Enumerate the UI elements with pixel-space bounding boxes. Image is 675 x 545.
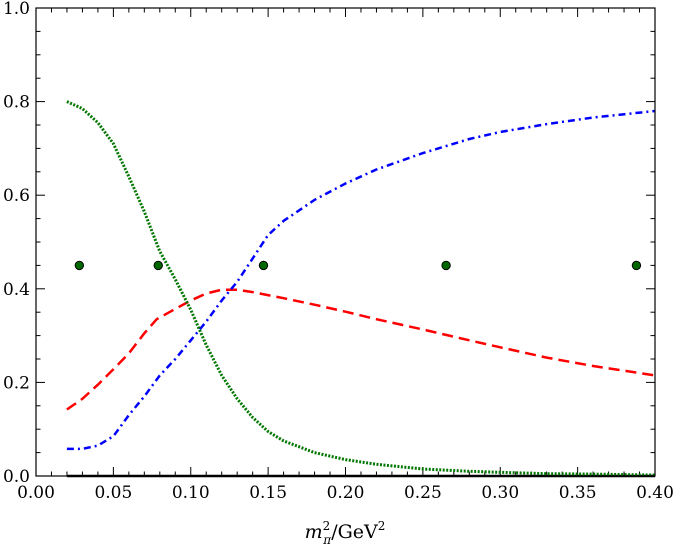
x-axis-label-rest-sup: 2 xyxy=(378,519,386,533)
x-tick-label: 0.05 xyxy=(94,483,132,503)
points-layer xyxy=(74,260,642,271)
data-point xyxy=(441,260,451,271)
x-axis-label-sup: 2 xyxy=(323,519,331,533)
x-tick-label: 0.30 xyxy=(481,483,519,503)
y-tick-label: 0.6 xyxy=(3,186,30,206)
y-tick-label: 1.0 xyxy=(3,0,30,19)
x-axis-label-base: m xyxy=(305,521,323,543)
series-line-dotted xyxy=(66,100,656,477)
x-tick-label: 0.20 xyxy=(327,483,365,503)
y-tick-label: 0.0 xyxy=(3,467,30,487)
y-tick-label: 0.4 xyxy=(3,280,30,300)
x-tick-label: 0.25 xyxy=(404,483,442,503)
x-axis-label-rest: /GeV xyxy=(331,521,378,543)
y-tick-label: 0.2 xyxy=(3,373,30,393)
axis-ticks xyxy=(35,7,656,477)
tick-labels: 0.00 0.05 0.10 0.15 0.20 0.25 0.30 0.35 0.40 0.0 0… xyxy=(3,0,674,503)
x-tick-label: 0.35 xyxy=(559,483,597,503)
series-line-dashed xyxy=(66,288,656,411)
x-tick-label: 0.10 xyxy=(172,483,210,503)
x-tick-label: 0.00 xyxy=(17,483,55,503)
data-point xyxy=(258,260,269,271)
data-point xyxy=(631,260,642,271)
series-line-dashdot xyxy=(66,109,656,451)
series-layer xyxy=(66,100,656,478)
x-axis-label-sub: π xyxy=(322,533,332,545)
x-tick-label: 0.15 xyxy=(249,483,287,503)
x-tick-label: 0.40 xyxy=(636,483,674,503)
x-axis-label: m2 π/GeV2 xyxy=(305,519,386,545)
data-point xyxy=(74,260,85,271)
y-tick-label: 0.8 xyxy=(3,93,30,113)
data-point xyxy=(153,260,163,271)
plot-frame xyxy=(35,7,656,477)
